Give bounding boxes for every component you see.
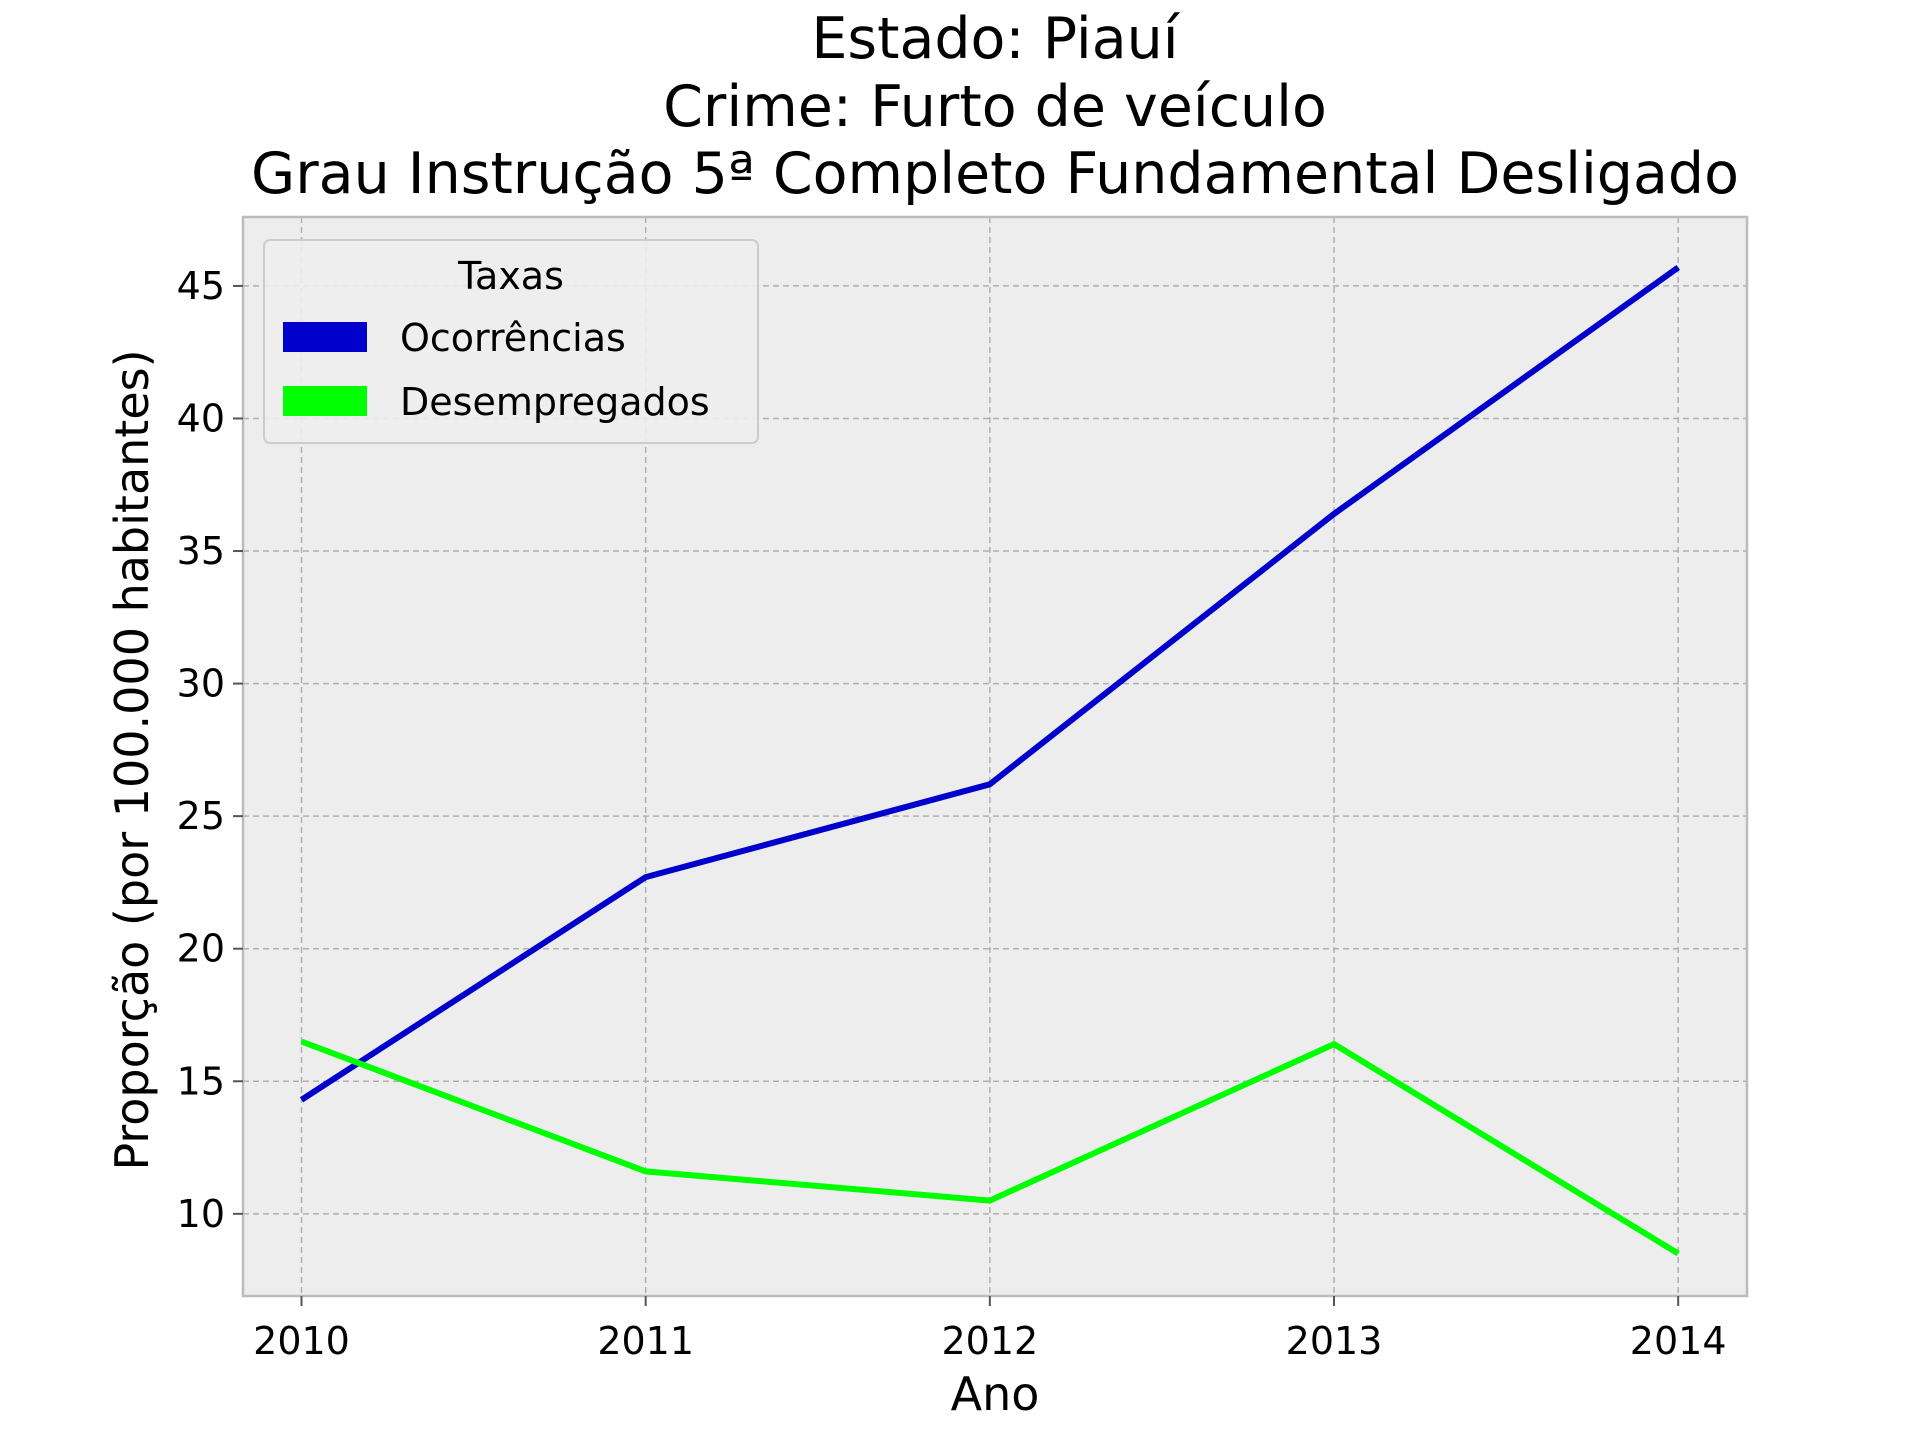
axis-ticks: 2010 2011 2012 2013 2014 10 15 20 25 30 35 40 45 (177, 264, 1727, 1363)
x-tick-label-2011: 2011 (597, 1319, 694, 1363)
y-tick-label-35: 35 (177, 529, 225, 573)
x-tick-label-2012: 2012 (941, 1319, 1038, 1363)
series-2-point-2012 (989, 1200, 990, 1201)
y-tick-label-40: 40 (177, 396, 225, 440)
chart-title-line-3: Grau Instrução 5ª Completo Fundamental D… (251, 141, 1739, 207)
y-tick-label-25: 25 (177, 794, 225, 838)
series-2-point-2011 (645, 1171, 646, 1172)
plot-frame (241, 215, 1749, 1298)
legend-title: Taxas (457, 254, 564, 298)
series-1-point-2012 (989, 784, 990, 785)
x-tick-label-2010: 2010 (253, 1319, 350, 1363)
y-tick-label-45: 45 (177, 264, 225, 308)
chart-title: Estado: Piauí Crime: Furto de veículo Gr… (251, 6, 1739, 207)
series-line-1 (299, 264, 1680, 1103)
series-1-point-2011 (645, 877, 646, 878)
x-tick-label-2013: 2013 (1286, 1319, 1383, 1363)
y-tick-label-10: 10 (177, 1192, 225, 1236)
legend-swatch-1 (283, 322, 367, 352)
series-1-point-2013 (1334, 513, 1335, 514)
x-tick-label-2014: 2014 (1630, 1319, 1727, 1363)
y-tick-label-20: 20 (177, 927, 225, 971)
legend-label-1: Ocorrências (400, 316, 626, 360)
chart-title-line-2: Crime: Furto de veículo (663, 74, 1327, 140)
legend: Taxas Ocorrências Desempregados (263, 239, 759, 444)
series-line-2 (300, 1038, 1680, 1257)
y-tick-label-30: 30 (177, 662, 225, 706)
y-tick-label-15: 15 (177, 1059, 225, 1103)
legend-box (263, 239, 759, 444)
series-1-point-2010 (301, 1099, 302, 1100)
series-lines (299, 264, 1680, 1257)
x-axis-label: Ano (951, 1367, 1040, 1421)
chart-title-line-1: Estado: Piauí (811, 6, 1180, 72)
legend-label-2: Desempregados (400, 380, 710, 424)
series-2-point-2010 (301, 1041, 302, 1042)
series-1-point-2014 (1678, 267, 1679, 268)
legend-entries: Ocorrências Desempregados (283, 316, 710, 424)
series-2-point-2014 (1678, 1253, 1679, 1254)
series-2-point-2013 (1334, 1044, 1335, 1045)
y-axis-label: Proporção (por 100.000 habitantes) (105, 349, 159, 1170)
legend-swatch-2 (283, 386, 367, 416)
